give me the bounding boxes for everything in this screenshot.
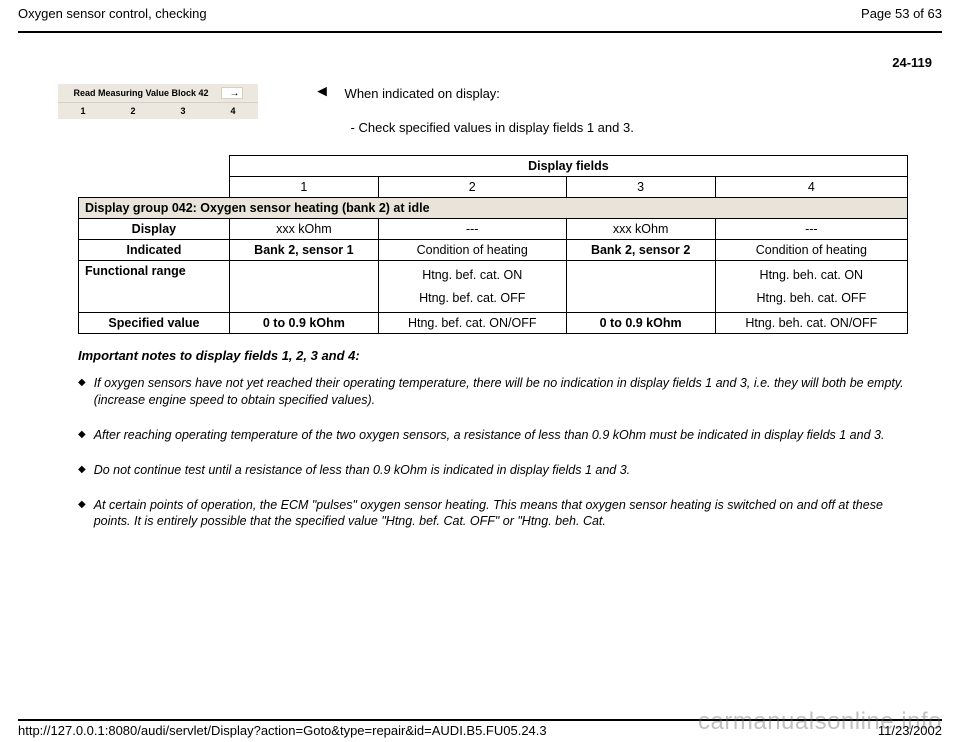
row-display-c3: xxx kOhm [566, 219, 715, 240]
block-col-3: 3 [180, 106, 185, 116]
row-spec-c4: Htng. beh. cat. ON/OFF [715, 313, 907, 334]
row-spec-c2: Htng. bef. cat. ON/OFF [378, 313, 566, 334]
divider-bottom [18, 719, 942, 721]
row-functional-c2: Htng. bef. cat. ON Htng. bef. cat. OFF [378, 261, 566, 313]
print-header: Oxygen sensor control, checking Page 53 … [18, 6, 942, 25]
row-indicated-label: Indicated [79, 240, 230, 261]
group-label: Display group 042: Oxygen sensor heating… [79, 198, 908, 219]
row-display-label: Display [79, 219, 230, 240]
section-code: 24-119 [18, 55, 942, 70]
block-col-4: 4 [230, 106, 235, 116]
footer-date: 11/23/2002 [878, 723, 942, 738]
bullet-icon: ◆ [78, 462, 86, 479]
row-indicated-c1: Bank 2, sensor 1 [229, 240, 378, 261]
fields-label: Display fields [229, 156, 907, 177]
divider-top [18, 31, 942, 33]
row-functional-c4: Htng. beh. cat. ON Htng. beh. cat. OFF [715, 261, 907, 313]
note-4: At certain points of operation, the ECM … [94, 497, 908, 531]
row-spec-label: Specified value [79, 313, 230, 334]
note-1: If oxygen sensors have not yet reached t… [94, 375, 908, 409]
row-indicated-c4: Condition of heating [715, 240, 907, 261]
notes-list: ◆If oxygen sensors have not yet reached … [78, 375, 908, 530]
instruction-intro: When indicated on display: [345, 84, 634, 104]
block-col-2: 2 [130, 106, 135, 116]
display-fields-table: Display fields 1 2 3 4 Display group 042… [78, 155, 908, 334]
row-display-c1: xxx kOhm [229, 219, 378, 240]
measuring-block-box: Read Measuring Value Block 42 → 1 2 3 4 [58, 84, 258, 119]
note-3: Do not continue test until a resistance … [94, 462, 630, 479]
col-1: 1 [229, 177, 378, 198]
bullet-icon: ◆ [78, 497, 86, 531]
row-indicated-c2: Condition of heating [378, 240, 566, 261]
arrow-icon: → [221, 87, 243, 99]
page-counter: Page 53 of 63 [861, 6, 942, 21]
instruction-block: ◂ When indicated on display: - Check spe… [318, 84, 634, 137]
notes-heading: Important notes to display fields 1, 2, … [78, 348, 942, 363]
list-item: ◆ After reaching operating temperature of… [78, 427, 908, 444]
fr-c4a: Htng. beh. cat. ON [722, 264, 901, 287]
doc-title: Oxygen sensor control, checking [18, 6, 207, 21]
col-4: 4 [715, 177, 907, 198]
bullet-icon: ◆ [78, 375, 86, 409]
row-spec-c3: 0 to 0.9 kOhm [566, 313, 715, 334]
pointer-icon: ◂ [318, 84, 327, 98]
list-item: ◆At certain points of operation, the ECM… [78, 497, 908, 531]
row-functional-label: Functional range [79, 261, 230, 313]
block-title: Read Measuring Value Block 42 [73, 88, 208, 98]
footer-url: http://127.0.0.1:8080/audi/servlet/Displ… [18, 723, 547, 738]
col-2: 2 [378, 177, 566, 198]
print-footer: http://127.0.0.1:8080/audi/servlet/Displ… [18, 723, 942, 738]
row-indicated-c3: Bank 2, sensor 2 [566, 240, 715, 261]
row-functional-c1 [229, 261, 378, 313]
instruction-sub: - Check specified values in display fiel… [351, 118, 634, 138]
note-2: After reaching operating temperature of … [94, 427, 885, 444]
list-item: ◆ Do not continue test until a resistance… [78, 462, 908, 479]
fr-c2b: Htng. bef. cat. OFF [385, 287, 560, 310]
fr-c4b: Htng. beh. cat. OFF [722, 287, 901, 310]
list-item: ◆If oxygen sensors have not yet reached … [78, 375, 908, 409]
row-functional-c3 [566, 261, 715, 313]
bullet-icon: ◆ [78, 427, 86, 444]
row-spec-c1: 0 to 0.9 kOhm [229, 313, 378, 334]
block-col-1: 1 [80, 106, 85, 116]
col-3: 3 [566, 177, 715, 198]
row-display-c2: --- [378, 219, 566, 240]
fr-c2a: Htng. bef. cat. ON [385, 264, 560, 287]
row-display-c4: --- [715, 219, 907, 240]
